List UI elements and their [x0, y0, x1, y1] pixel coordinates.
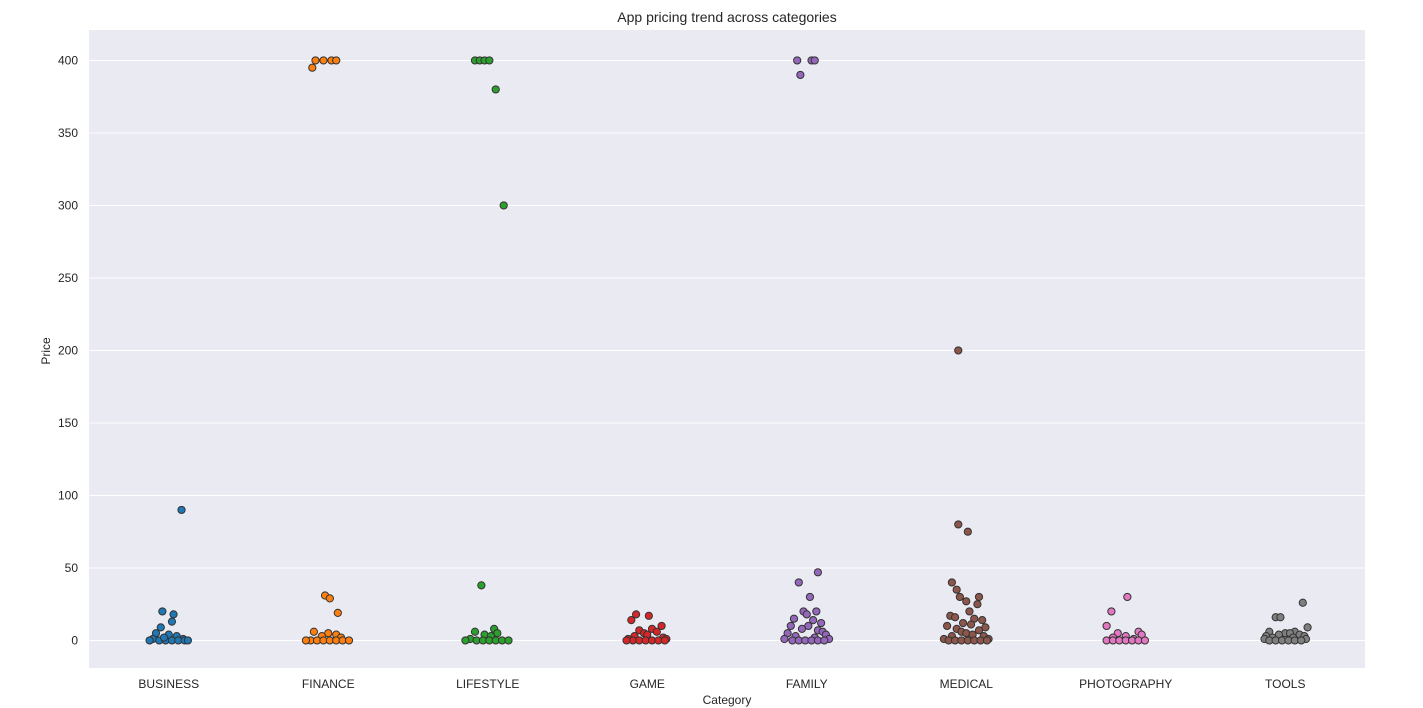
data-point	[1140, 636, 1149, 645]
data-point	[183, 636, 192, 645]
data-point	[657, 621, 666, 631]
data-point	[943, 621, 952, 631]
data-point	[1298, 598, 1307, 607]
plot-background	[89, 30, 1365, 668]
data-point	[504, 636, 513, 645]
y-tick-labels: 0 50 100 150 200 250 300 350 400	[58, 53, 78, 647]
y-tick-label: 50	[65, 561, 79, 575]
y-tick-label: 200	[58, 343, 78, 357]
data-point	[333, 608, 342, 618]
data-point	[974, 626, 984, 635]
data-point	[644, 611, 653, 620]
x-tick-label: GAME	[630, 677, 665, 691]
x-axis-label: Category	[703, 693, 752, 707]
data-point	[974, 592, 984, 602]
data-point	[809, 616, 818, 625]
y-axis-label: Price	[39, 337, 53, 365]
data-point	[965, 607, 974, 616]
data-point	[1102, 621, 1111, 631]
y-tick-label: 100	[58, 488, 78, 502]
data-point	[158, 607, 167, 616]
data-point	[786, 621, 795, 631]
data-point	[797, 624, 807, 633]
data-point	[470, 627, 480, 636]
data-point	[820, 636, 829, 645]
data-point	[817, 618, 826, 628]
data-point	[973, 600, 982, 609]
data-point	[627, 616, 636, 625]
data-point	[631, 610, 641, 619]
data-point	[780, 634, 789, 644]
data-point	[978, 616, 987, 625]
data-point	[954, 520, 963, 529]
data-point	[802, 610, 811, 619]
data-point	[167, 617, 177, 626]
data-point	[962, 597, 971, 606]
data-point	[954, 346, 963, 355]
y-tick-label: 300	[58, 198, 78, 212]
x-tick-label: FINANCE	[302, 677, 355, 691]
data-point	[796, 70, 805, 80]
data-point	[461, 636, 470, 645]
data-point	[159, 633, 169, 642]
y-tick-label: 350	[58, 126, 78, 140]
x-tick-labels: BUSINESS FINANCE LIFESTYLE GAME FAMILY MEDICA…	[138, 677, 1305, 691]
data-point	[660, 636, 669, 645]
data-point	[308, 63, 317, 72]
y-tick-label: 0	[71, 633, 78, 647]
data-point	[794, 578, 803, 587]
data-point	[477, 581, 486, 590]
data-point	[156, 623, 165, 632]
data-point	[789, 614, 799, 623]
data-point	[652, 627, 661, 636]
gridlines	[89, 59, 1365, 641]
data-point	[301, 636, 311, 645]
data-point	[966, 620, 976, 629]
data-point	[793, 56, 802, 65]
data-point	[810, 56, 819, 65]
data-point	[177, 505, 186, 515]
x-tick-label: FAMILY	[786, 677, 828, 691]
y-tick-label: 150	[58, 416, 78, 430]
data-point	[813, 568, 823, 577]
data-point	[499, 201, 508, 210]
data-point	[1303, 623, 1312, 632]
data-point	[955, 592, 964, 602]
data-point	[344, 636, 354, 645]
data-point	[325, 594, 334, 603]
x-tick-label: PHOTOGRAPHY	[1079, 677, 1172, 691]
data-point	[145, 636, 154, 645]
data-point	[958, 618, 968, 628]
data-point	[950, 613, 960, 622]
data-point	[1107, 607, 1116, 616]
data-point	[812, 607, 821, 616]
data-point	[309, 627, 318, 636]
x-tick-label: LIFESTYLE	[456, 677, 519, 691]
y-tick-label: 400	[58, 53, 78, 67]
data-point	[1276, 613, 1285, 622]
data-point	[982, 636, 992, 645]
chart-title: App pricing trend across categories	[617, 9, 836, 25]
data-point	[1297, 636, 1306, 645]
data-point	[485, 56, 494, 65]
data-points	[145, 56, 1312, 645]
data-point	[805, 592, 815, 602]
data-point	[311, 56, 320, 65]
y-tick-label: 250	[58, 271, 78, 285]
data-point	[169, 610, 178, 619]
data-point	[947, 578, 956, 587]
data-point	[963, 527, 972, 536]
data-point	[332, 56, 341, 65]
x-tick-label: BUSINESS	[138, 677, 199, 691]
x-tick-label: MEDICAL	[940, 677, 994, 691]
data-point	[1123, 592, 1132, 602]
data-point	[622, 636, 631, 645]
data-point	[952, 585, 961, 594]
data-point	[319, 56, 328, 65]
data-point	[491, 85, 500, 94]
x-tick-label: TOOLS	[1265, 677, 1305, 691]
